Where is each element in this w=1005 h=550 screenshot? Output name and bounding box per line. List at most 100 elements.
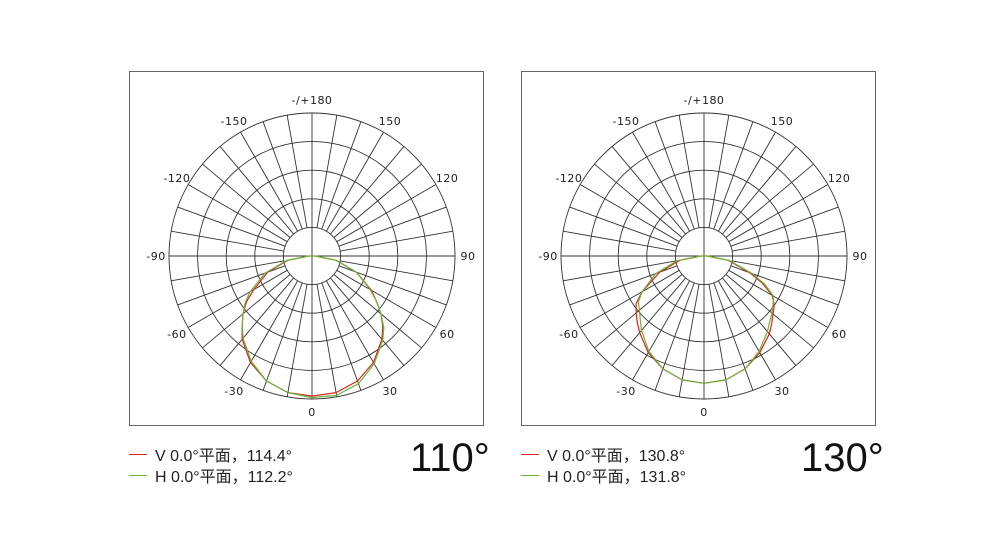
polar-chart-1-svg: -/+180 150 120 90 60 30 0 -30 -60 -90 -120 -150 (146, 94, 476, 419)
grid-spoke (336, 184, 437, 243)
legend-label: V 0.0°平面，130.8° (547, 448, 686, 465)
legend-swatch-green (521, 474, 539, 476)
grid-spoke (338, 206, 447, 247)
grid-spoke (187, 269, 288, 328)
angle-tick-label: 120 (436, 172, 459, 185)
polar-chart-2: -/+180 150 120 90 60 30 0 -30 -60 -90 -120 -150 (521, 71, 876, 426)
grid-spoke (611, 277, 686, 366)
grid-spoke (717, 131, 776, 232)
angle-tick-label: 150 (379, 115, 402, 128)
grid-spoke (594, 163, 683, 238)
angle-tick-label: -90 (538, 250, 557, 263)
grid-spoke (202, 163, 291, 238)
grid-spoke (325, 131, 384, 232)
angle-tick-label: -120 (163, 172, 190, 185)
grid-spoke (654, 121, 695, 230)
legend-swatch-red (521, 453, 539, 455)
grid-spoke (340, 230, 453, 252)
legend-label: V 0.0°平面，114.4° (155, 448, 293, 465)
grid-spoke (563, 260, 676, 282)
grid-spoke (722, 146, 797, 235)
grid-spoke (202, 274, 291, 349)
grid-spoke (569, 206, 678, 247)
grid-spoke (678, 284, 700, 397)
legend-item-h: H 0.0°平面，112.2° (129, 463, 293, 487)
grid-spoke (713, 282, 754, 391)
grid-spoke (713, 121, 754, 230)
grid-spoke (632, 131, 691, 232)
angle-tick-label: -30 (224, 385, 243, 398)
beam-angle-1: 110° (410, 436, 490, 480)
angle-tick-label: -60 (167, 328, 186, 341)
grid-spoke (171, 230, 284, 252)
grid-spoke (632, 280, 691, 381)
grid-spoke (728, 184, 829, 243)
grid-spoke (262, 282, 303, 391)
grid-spoke (678, 115, 700, 228)
grid-spoke (171, 260, 284, 282)
grid-spoke (240, 280, 299, 381)
angle-tick-label: 0 (308, 406, 316, 419)
angle-tick-label: -90 (146, 250, 165, 263)
grid-spoke (611, 146, 686, 235)
grid-spoke (262, 121, 303, 230)
angle-tick-label: -/+180 (684, 94, 725, 107)
grid-spoke (594, 274, 683, 349)
polar-chart-1: -/+180 150 120 90 60 30 0 -30 -60 -90 -120 -150 (129, 71, 484, 426)
angle-tick-label: -30 (616, 385, 635, 398)
grid-spoke (333, 163, 422, 238)
legend-label: H 0.0°平面，112.2° (155, 469, 293, 486)
angle-tick-label: 60 (440, 328, 455, 341)
polar-chart-2-svg: -/+180 150 120 90 60 30 0 -30 -60 -90 -120 -150 (538, 94, 868, 419)
grid-spoke (725, 163, 814, 238)
grid-spoke (286, 115, 308, 228)
grid-spoke (316, 284, 338, 397)
legend-item-v: V 0.0°平面，130.8° (521, 442, 685, 466)
grid-spoke (708, 284, 730, 397)
series-curve (241, 255, 385, 399)
grid-spoke (717, 280, 776, 381)
grid-spoke (321, 282, 362, 391)
series-curve (637, 255, 774, 384)
grid-spoke (321, 121, 362, 230)
angle-tick-label: -/+180 (292, 94, 333, 107)
grid-spoke (219, 277, 294, 366)
angle-tick-label: 150 (771, 115, 794, 128)
grid-spoke (316, 115, 338, 228)
grid-spoke (708, 115, 730, 228)
grid-spoke (722, 277, 797, 366)
grid-spoke (732, 260, 845, 282)
grid-spoke (730, 206, 839, 247)
angle-tick-label: 90 (461, 250, 476, 263)
grid-spoke (333, 274, 422, 349)
angle-tick-label: 30 (383, 385, 398, 398)
angle-tick-label: 120 (828, 172, 851, 185)
grid-spoke (177, 206, 286, 247)
grid-spoke (732, 230, 845, 252)
grid-spoke (240, 131, 299, 232)
grid-spoke (563, 230, 676, 252)
grid-spoke (219, 146, 294, 235)
legend-item-v: V 0.0°平面，114.4° (129, 442, 292, 466)
angle-tick-label: -120 (555, 172, 582, 185)
grid-spoke (728, 269, 829, 328)
grid-spoke (579, 184, 680, 243)
angle-tick-label: 0 (700, 406, 708, 419)
grid-spoke (725, 274, 814, 349)
legend-label: H 0.0°平面，131.8° (547, 469, 687, 486)
grid-spoke (654, 282, 695, 391)
angle-tick-label: -60 (559, 328, 578, 341)
angle-tick-label: -150 (613, 115, 640, 128)
grid-spoke (330, 277, 405, 366)
grid-spoke (579, 269, 680, 328)
angle-tick-label: 30 (775, 385, 790, 398)
angle-tick-label: 60 (832, 328, 847, 341)
angle-tick-label: -150 (221, 115, 248, 128)
legend-item-h: H 0.0°平面，131.8° (521, 463, 686, 487)
legend-swatch-red (129, 453, 147, 455)
legend-swatch-green (129, 474, 147, 476)
grid-spoke (336, 269, 437, 328)
grid-spoke (286, 284, 308, 397)
beam-angle-2: 130° (801, 436, 884, 480)
angle-tick-label: 90 (853, 250, 868, 263)
